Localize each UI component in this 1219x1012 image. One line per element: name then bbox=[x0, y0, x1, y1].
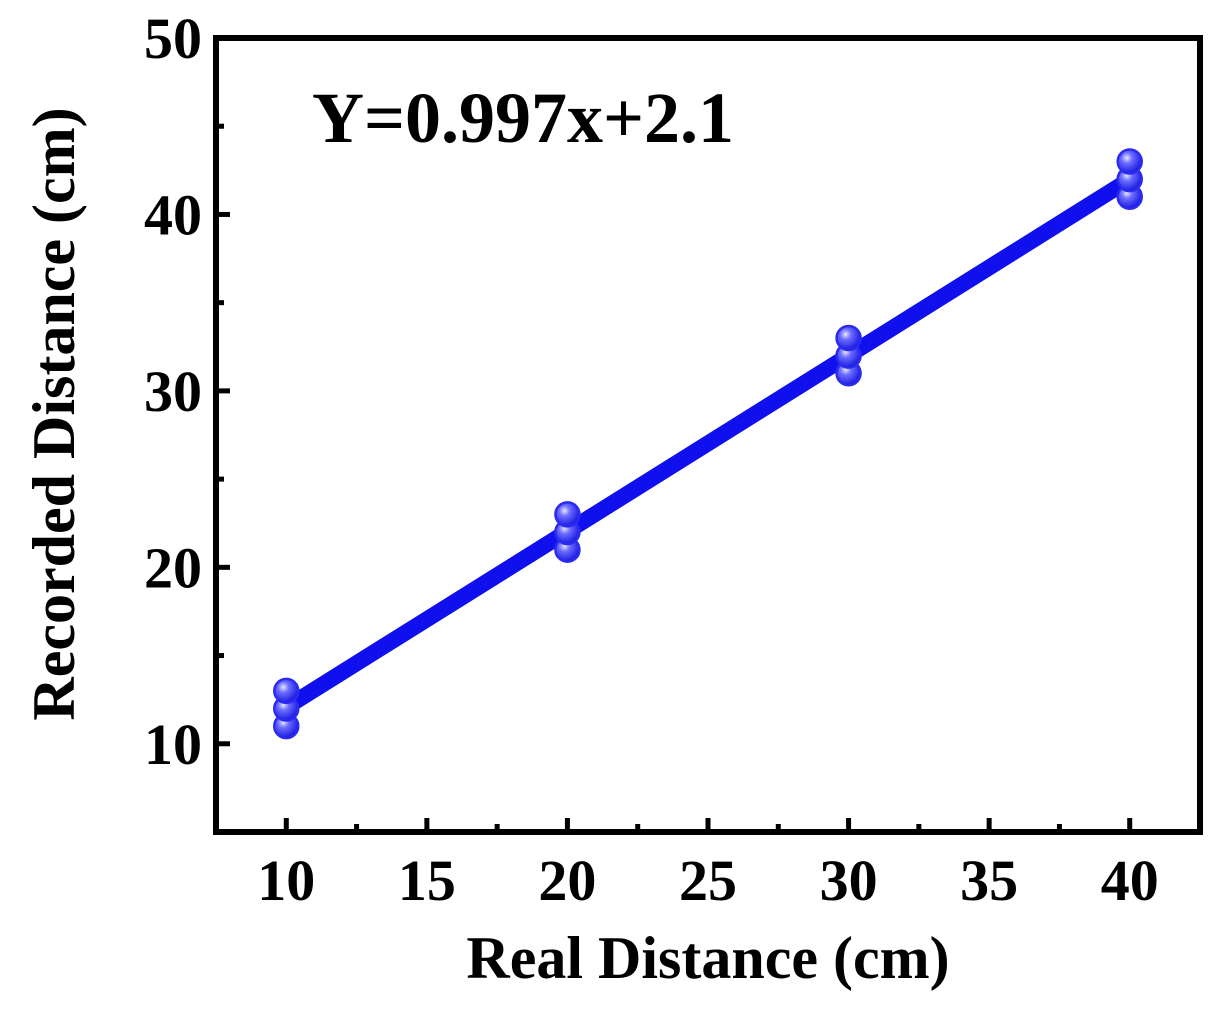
fit-line bbox=[278, 171, 1138, 716]
data-point bbox=[273, 677, 300, 705]
x-axis-title: Real Distance (cm) bbox=[466, 925, 949, 991]
y-tick-label: 40 bbox=[144, 182, 202, 247]
plot-layer: 10 15 20 25 30 35 40 10 20 30 40 50 bbox=[144, 6, 1203, 913]
x-tick-label: 35 bbox=[960, 848, 1018, 913]
x-tick-label: 30 bbox=[820, 848, 878, 913]
data-point bbox=[835, 324, 862, 352]
x-tick-label: 20 bbox=[538, 848, 596, 913]
y-tick-label: 30 bbox=[144, 359, 202, 424]
x-tick-label: 15 bbox=[398, 848, 456, 913]
x-tick-label: 40 bbox=[1101, 848, 1159, 913]
y-tick-label: 10 bbox=[144, 712, 202, 777]
x-tick-label: 25 bbox=[679, 848, 737, 913]
x-tick-label: 10 bbox=[257, 848, 315, 913]
y-tick-label: 50 bbox=[144, 6, 202, 71]
y-axis-title: Recorded Distance (cm) bbox=[21, 107, 87, 720]
regression-equation: Y=0.997x+2.1 bbox=[312, 78, 734, 158]
data-point bbox=[554, 501, 581, 528]
y-tick-label: 20 bbox=[144, 535, 202, 600]
data-point bbox=[1116, 148, 1143, 175]
